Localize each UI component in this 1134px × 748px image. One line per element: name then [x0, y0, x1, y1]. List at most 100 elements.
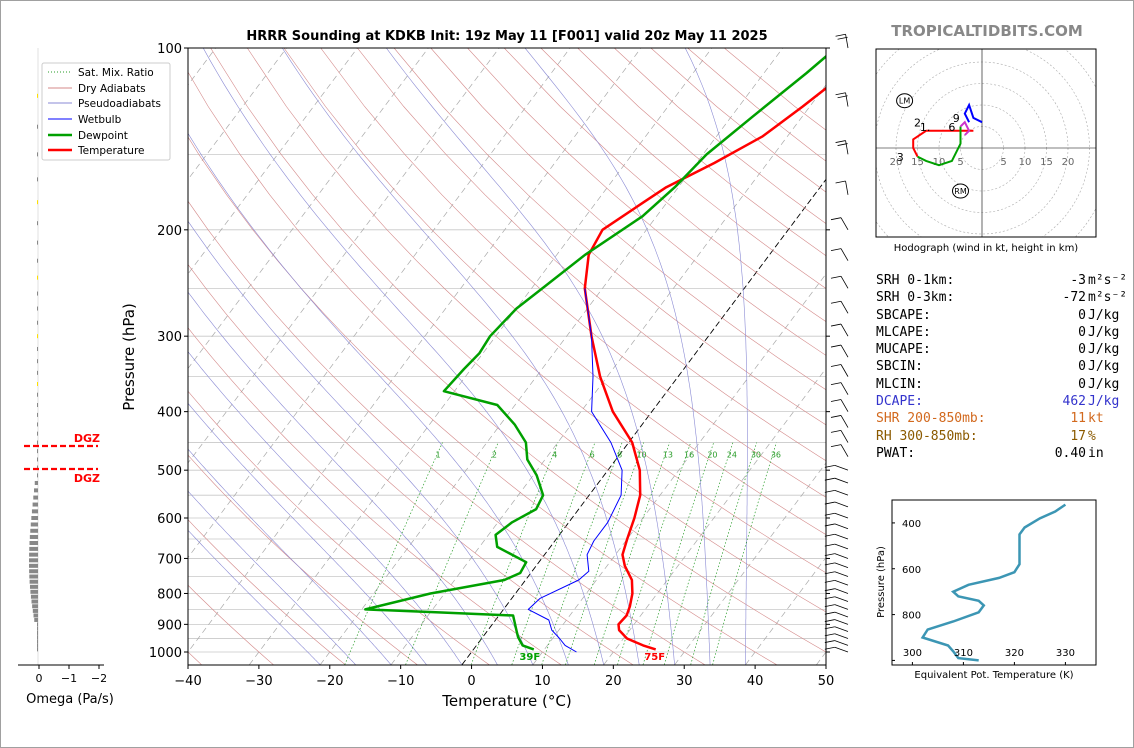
mixing-ratio-label: 30: [751, 450, 761, 459]
hodograph-ring-label: 20: [890, 157, 903, 168]
stat-unit: %: [1088, 428, 1096, 444]
wind-barb: [835, 33, 849, 49]
legend-pseudoadiabats: Pseudoadiabats: [78, 98, 161, 110]
stat-row: SBCAPE: 0 J/kg: [876, 307, 1119, 324]
stat-label: MLCIN:: [876, 376, 923, 392]
dry-adiabat: [210, 48, 826, 613]
pseudoadiabat: [188, 351, 463, 665]
mixing-ratio-label: 4: [552, 450, 557, 459]
dry-adiabat: [188, 584, 274, 665]
omega-tick-0: 0: [36, 672, 43, 685]
skewt-plot-area: [187, 47, 827, 666]
wind-barb: [824, 633, 849, 639]
omega-bar: [37, 382, 38, 387]
omega-bar: [37, 221, 38, 226]
x-tick-label: 10: [534, 674, 551, 689]
theta-e-x-label: Equivalent Pot. Temperature (K): [914, 670, 1073, 681]
stat-row: SRH 0-1km: -3 m²s⁻²: [876, 272, 1127, 289]
wind-barb: [824, 646, 849, 653]
omega-bar: [37, 643, 38, 648]
omega-bar: [29, 569, 38, 574]
isotherm: [188, 48, 571, 559]
omega-bar: [29, 563, 38, 568]
mixing-ratio-label: 8: [617, 450, 622, 459]
wind-barb: [830, 382, 849, 395]
surface-temperature-label: 75F: [644, 652, 665, 663]
hodograph-trace: [959, 120, 971, 136]
omega-bar: [32, 502, 38, 507]
wind-barb: [824, 604, 849, 610]
mixing-ratio-line: [541, 442, 623, 665]
pseudoadiabat: [684, 48, 748, 665]
omega-bar: [37, 403, 38, 408]
mixing-ratio-line: [344, 442, 443, 665]
theta-e-x-tick-label: 300: [903, 648, 922, 659]
stat-label: MLCAPE:: [876, 324, 931, 340]
legend-sat-mix-ratio: Sat. Mix. Ratio: [78, 67, 154, 79]
surface-dewpoint-label: 39F: [519, 652, 540, 663]
wind-barb: [824, 611, 849, 618]
omega-bar: [37, 431, 38, 436]
stat-row: SBCIN: 0 J/kg: [876, 358, 1119, 375]
pseudoadiabat: [524, 48, 711, 665]
omega-bar: [31, 599, 38, 604]
wind-barb: [830, 415, 849, 428]
dgz-label-bottom: DGZ: [74, 472, 100, 485]
omega-bar: [37, 306, 38, 311]
pseudoadiabat: [188, 220, 534, 665]
x-tick-label: −20: [316, 674, 343, 689]
stat-value: 0: [1078, 376, 1086, 392]
stat-label: SHR 200-850mb:: [876, 411, 986, 427]
legend-temperature: Temperature: [77, 145, 145, 157]
y-tick-label: 800: [157, 587, 182, 602]
y-tick-label: 200: [157, 224, 182, 239]
mixing-ratio-label: 10: [636, 450, 646, 459]
stat-row: DCAPE: 462 J/kg: [876, 393, 1119, 410]
y-tick-label: 900: [157, 618, 182, 633]
stat-unit: m²s⁻²: [1088, 273, 1128, 288]
stat-value: 462: [1062, 394, 1086, 410]
omega-bar: [37, 177, 38, 182]
pseudoadiabat: [282, 48, 640, 665]
mixing-ratio-line: [470, 442, 559, 665]
wind-barb: [824, 626, 849, 632]
dry-adiabat: [393, 48, 826, 426]
pseudoadiabat: [188, 132, 569, 665]
omega-bar: [29, 534, 38, 539]
omega-bar: [29, 552, 38, 557]
stat-label: SBCAPE:: [876, 307, 931, 323]
mixing-ratio-line: [663, 442, 734, 665]
wind-barb: [824, 512, 849, 519]
omega-tick-2: −2: [91, 672, 107, 685]
isotherm: [188, 48, 287, 180]
dry-adiabat: [430, 48, 826, 391]
dry-adiabat: [283, 48, 826, 535]
theta-e-x-tick-label: 320: [1005, 648, 1024, 659]
x-tick-label: −30: [245, 674, 272, 689]
hodograph-trace: [912, 129, 974, 158]
theta-e-panel: 300 310 320 330 400 600 800 Equivalent Pot. Te…: [876, 499, 1097, 681]
hodograph-height-label: 3: [897, 151, 904, 164]
hodograph-ring-label: 5: [1000, 157, 1006, 168]
dry-adiabat: [357, 48, 826, 462]
theta-e-x-tick-label: 310: [954, 648, 973, 659]
wind-barb: [830, 364, 849, 377]
y-tick-label: 400: [157, 406, 182, 421]
y-tick-label: 600: [157, 512, 182, 527]
omega-bar: [37, 240, 38, 245]
stat-label: SRH 0-3km:: [876, 290, 955, 306]
y-tick-label: 100: [157, 42, 182, 57]
mixing-ratio-line: [642, 442, 715, 665]
stat-label: SBCIN:: [876, 359, 923, 375]
x-tick-label: −40: [174, 674, 201, 689]
omega-bar: [29, 541, 38, 546]
omega-bar: [37, 639, 38, 644]
omega-bar: [37, 647, 38, 652]
omega-bar: [37, 359, 38, 364]
dry-adiabat: [188, 200, 705, 665]
stat-value: 17: [1070, 428, 1086, 444]
rm-label: RM: [954, 187, 967, 196]
dgz-label-top: DGZ: [74, 432, 100, 445]
wind-barb: [830, 248, 849, 261]
pseudoadiabat: [188, 448, 392, 665]
